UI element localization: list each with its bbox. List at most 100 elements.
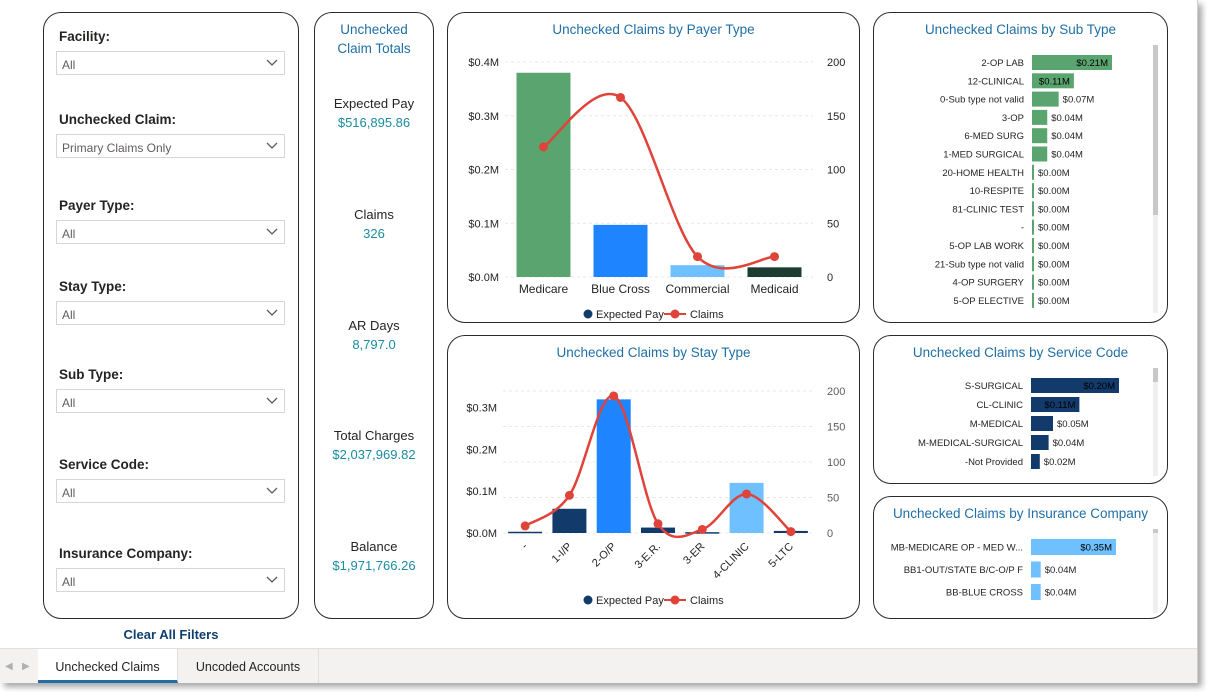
bar-2-O/P [596,399,631,533]
insurance-company-dropdown[interactable]: All [56,568,285,592]
x-tick-label: 5-LTC [766,541,796,571]
bar--Not Provided [1031,454,1040,469]
bar-21-Sub type not valid [1032,256,1034,272]
kpi-header-line2: Claim Totals [337,41,411,56]
service-code-label: Service Code: [59,457,150,472]
sub-type-chart-card: Unchecked Claims by Sub Type 2-OP LAB $0.… [873,12,1168,323]
expected-pay-title: Expected Pay [333,96,415,111]
prev-page-arrow-icon[interactable]: ◀ [5,661,13,672]
facility-dropdown[interactable]: All [56,51,285,75]
balance-value: $1,971,766.26 [332,558,416,573]
claims-point [770,252,779,262]
sub-type-bar-chart[interactable]: 2-OP LAB $0.21M 12-CLINICAL $0.11M 0-Sub typ… [874,49,1159,319]
y-right-tick-label: 100 [827,457,845,469]
page-tab-bar: ◀ ▶ Unchecked Claims Uncoded Accounts [0,648,1197,683]
data-label: $0.04M [1053,438,1085,449]
unchecked-claim-dropdown[interactable]: Primary Claims Only [56,134,285,158]
bar-2-OP LAB [1032,55,1112,70]
claims-point [742,489,752,499]
service-code-dropdown[interactable]: All [56,479,285,503]
bar-5-OP LAB WORK [1032,238,1034,253]
bar-1-MED SURGICAL [1032,146,1048,162]
insurance-company-label: Insurance Company: [59,546,193,561]
next-page-arrow-icon[interactable]: ▶ [22,661,30,672]
y-left-tick-label: $0.0M [466,528,497,540]
payer-type-combo-chart[interactable]: $0.0M $0.1M $0.2M $0.3M $0.4M 0 50 100 150 200 Med… [448,31,859,321]
bar-4-OP SURGERY [1032,274,1034,290]
claims-point [697,524,707,534]
bar-M-MEDICAL [1031,416,1053,431]
data-label: $0.05M [1057,419,1089,430]
category-label: 1-MED SURGICAL [943,150,1024,161]
y-right-tick-label: 200 [827,386,845,398]
category-label: 5-OP ELECTIVE [953,296,1024,307]
legend-claims-label: Claims [690,595,724,607]
category-label: 3-OP [1002,113,1024,124]
data-label: $0.07M [1063,95,1095,106]
bar-Commercial [670,265,725,277]
x-tick-label: 3-E.R. [633,541,664,572]
x-tick-label: Medicare [519,282,569,296]
expected-pay-value: $516,895.86 [337,115,411,130]
legend-expected-pay-label: Expected Pay [596,309,664,321]
legend-expected-pay-marker [583,595,593,605]
y-left-tick-label: $0.3M [466,403,497,415]
kpi-panel: Unchecked Claim Totals Expected Pay $516… [314,12,434,619]
payer-type-chart-card: Unchecked Claims by Payer Type $0.0M $0.1… [447,12,860,323]
sub-type-scrollbar[interactable] [1153,45,1158,313]
tab-unchecked-claims[interactable]: Unchecked Claims [38,649,178,683]
y-left-tick-label: $0.2M [466,444,497,456]
bar-CL-CLINIC [1031,397,1080,412]
y-right-tick-label: 200 [827,57,845,69]
x-tick-label: Medicaid [750,282,798,296]
stay-type-chart-card: Unchecked Claims by Stay Type $0.0M $0.1M… [447,335,860,619]
data-label: $0.11M [1039,76,1070,87]
report-canvas: Facility: All Unchecked Claim: Primary C… [0,0,1198,683]
data-label: $0.11M [1044,400,1075,411]
data-label: $0.00M [1038,259,1070,270]
insurance-scroll-thumb[interactable] [1153,529,1158,533]
clear-all-filters-button[interactable]: Clear All Filters [123,627,219,642]
payer-type-dropdown[interactable]: All [56,220,285,244]
sub-type-dropdown[interactable]: All [56,389,285,413]
tab-uncoded-accounts[interactable]: Uncoded Accounts [178,649,319,683]
y-left-tick-label: $0.1M [466,486,497,498]
service-code-value: All [62,486,76,500]
bar-5-OP ELECTIVE [1032,292,1034,308]
payer-type-label: Payer Type: [59,198,135,213]
bar-1-I/P [552,508,587,533]
balance-title: Balance [350,539,398,554]
category-label: 0-Sub type not valid [940,95,1024,106]
claims-point [653,519,663,529]
category-label: 81-CLINIC TEST [952,204,1024,215]
payer-type-chart-title: Unchecked Claims by Payer Type [552,22,755,37]
data-label: $0.04M [1045,565,1077,576]
y-right-tick-label: 50 [827,493,839,505]
data-label: $0.20M [1083,381,1115,392]
service-code-scrollbar[interactable] [1153,368,1158,476]
category-label: -Not Provided [965,457,1023,468]
total-charges-value: $2,037,969.82 [332,447,416,462]
y-left-tick-label: $0.1M [468,218,499,230]
insurance-company-bar-chart[interactable]: MB-MEDICARE OP - MED W... $0.35M BB1-OUT/S… [874,533,1159,618]
y-right-tick-label: 50 [827,218,839,230]
service-code-scroll-thumb[interactable] [1153,368,1158,382]
category-label: 4-OP SURGERY [953,278,1025,289]
data-label: $0.02M [1044,457,1076,468]
legend-claims-marker [670,309,680,319]
filter-panel: Facility: All Unchecked Claim: Primary C… [43,12,299,619]
total-charges-title: Total Charges [333,428,415,443]
claims-point [786,527,796,537]
bar-Blue Cross [593,224,648,277]
stay-type-dropdown[interactable]: All [56,301,285,325]
category-label: 21-Sub type not valid [935,259,1024,270]
stay-type-combo-chart[interactable]: $0.0M $0.1M $0.2M $0.3M 0 50 100 150 200 - 1-I/P 2-… [448,354,859,618]
insurance-company-chart-title: Unchecked Claims by Insurance Company [892,506,1149,521]
sub-type-scroll-thumb[interactable] [1153,45,1158,215]
bar-M-MEDICAL-SURGICAL [1031,435,1049,450]
chevron-down-icon [266,397,278,404]
x-tick-label: Blue Cross [591,282,650,296]
service-code-bar-chart[interactable]: S-SURGICAL $0.20M CL-CLINIC $0.11M M-MEDICAL… [874,372,1159,477]
unchecked-claim-value: Primary Claims Only [62,141,172,155]
insurance-scrollbar[interactable] [1153,529,1158,613]
